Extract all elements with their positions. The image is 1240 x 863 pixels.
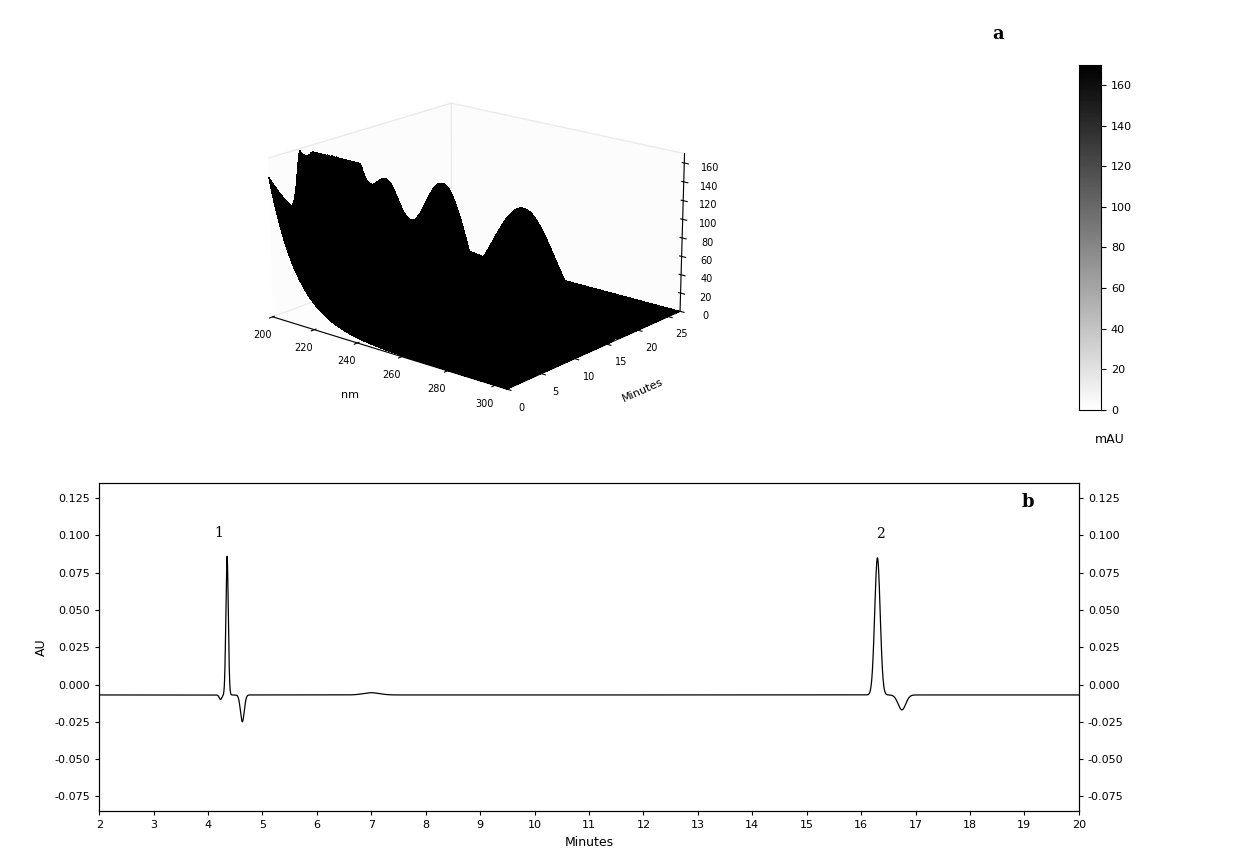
Text: 2: 2 [875,527,884,541]
X-axis label: Minutes: Minutes [564,835,614,849]
X-axis label: nm: nm [341,390,360,400]
Text: mAU: mAU [1095,433,1125,446]
Text: 1: 1 [215,526,223,540]
Text: a: a [992,25,1003,43]
Text: b: b [1022,493,1034,511]
Y-axis label: Minutes: Minutes [620,377,665,404]
Y-axis label: AU: AU [35,639,47,656]
